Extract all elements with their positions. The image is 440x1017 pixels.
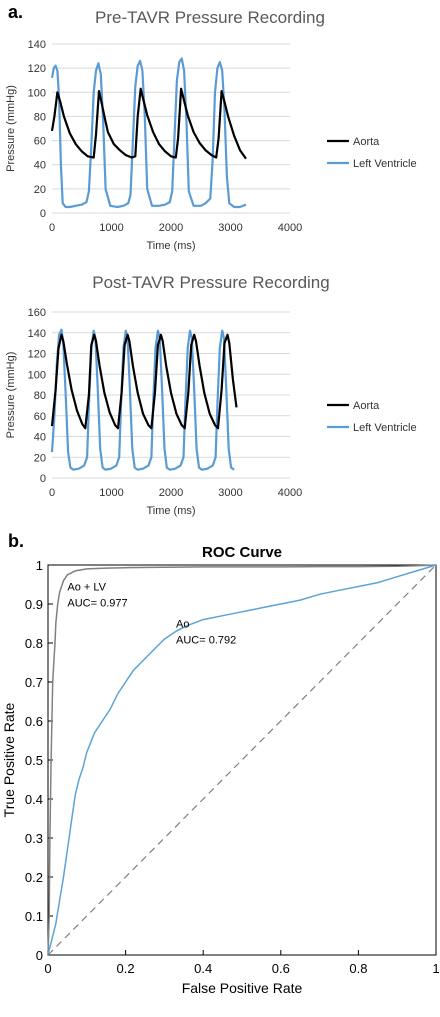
x-tick-label: 0 [49, 222, 55, 234]
annotation-line: Ao [176, 618, 189, 630]
legend-label: Left Ventricle [353, 422, 417, 434]
series-line-aorta [50, 87, 247, 160]
y-tick-label: 0.9 [25, 597, 43, 612]
y-tick-label: 0.3 [25, 831, 43, 846]
series-line-left-ventricle [50, 57, 247, 209]
y-tick-label: 0.2 [25, 870, 43, 885]
y-tick-label: 120 [28, 349, 46, 361]
x-tick-label: 1000 [99, 487, 123, 499]
y-tick-label: 0.1 [25, 909, 43, 924]
panel-a-label: a. [8, 2, 24, 22]
legend-label: Aorta [353, 136, 380, 148]
x-tick-label: 2000 [159, 222, 183, 234]
x-tick-label: 1000 [99, 222, 123, 234]
y-tick-label: 0.8 [25, 636, 43, 651]
y-tick-label: 0.6 [25, 714, 43, 729]
x-tick-label: 0.6 [272, 961, 290, 976]
x-tick-label: 3000 [218, 487, 242, 499]
post-tavr-chart: Post-TAVR Pressure Recording 0 20 40 60 80 100… [5, 273, 417, 517]
y-tick-label: 140 [28, 39, 46, 51]
chance-line [47, 564, 437, 956]
x-tick-label: 0.2 [117, 961, 135, 976]
y-tick-label: 60 [34, 411, 46, 423]
legend-label: Left Ventricle [353, 158, 417, 170]
y-tick-label: 20 [34, 452, 46, 464]
x-tick-label: 2000 [159, 487, 183, 499]
y-tick-label: 1 [36, 558, 43, 573]
annotation-line: AUC= 0.792 [176, 634, 236, 646]
y-tick-label: 80 [34, 390, 46, 402]
pre-tavr-chart: Pre-TAVR Pressure Recording 0 20 40 60 80 100 1… [5, 8, 417, 252]
x-tick-label: 0 [44, 961, 51, 976]
roc-curve-ao-lv [47, 564, 437, 956]
annotation: Ao + LV AUC= 0.977 [67, 581, 127, 609]
y-tick-label: 0 [36, 948, 43, 963]
y-tick-label: 100 [28, 87, 46, 99]
y-tick-label: 100 [28, 369, 46, 381]
y-axis-label: Pressure (mmHg) [5, 352, 17, 439]
y-tick-label: 0 [40, 208, 46, 220]
y-tick-label: 160 [28, 307, 46, 319]
y-tick-label: 0.5 [25, 753, 43, 768]
annotation: Ao AUC= 0.792 [176, 618, 236, 646]
x-tick-label: 3000 [218, 222, 242, 234]
x-axis-label: False Positive Rate [182, 980, 303, 996]
y-tick-label: 140 [28, 328, 46, 340]
roc-chart: ROC Curve 0 0.1 0.2 0.3 0.4 0.5 0.6 0.7 0.8 0.9 1 0 0… [1, 544, 440, 996]
chart-title: ROC Curve [202, 544, 282, 561]
y-tick-label: 40 [34, 160, 46, 172]
y-tick-label: 0.4 [25, 792, 43, 807]
y-tick-label: 80 [34, 111, 46, 123]
x-axis-label: Time (ms) [146, 505, 195, 517]
series-line-left-ventricle [50, 328, 235, 471]
series-line-aorta [50, 333, 238, 430]
y-tick-label: 60 [34, 136, 46, 148]
annotation-line: Ao + LV [67, 581, 106, 593]
y-axis-label: Pressure (mmHg) [5, 85, 17, 172]
legend-label: Aorta [353, 400, 380, 412]
y-tick-label: 0.7 [25, 675, 43, 690]
x-tick-label: 0.8 [349, 961, 367, 976]
y-tick-label: 20 [34, 184, 46, 196]
y-axis-label: True Positive Rate [1, 702, 17, 817]
panel-b-label: b. [8, 531, 24, 551]
x-tick-label: 4000 [278, 487, 302, 499]
x-tick-label: 0.4 [194, 961, 212, 976]
x-tick-label: 4000 [278, 222, 302, 234]
x-tick-label: 0 [49, 487, 55, 499]
annotation-line: AUC= 0.977 [67, 597, 127, 609]
x-tick-label: 1 [432, 961, 439, 976]
roc-curve-ao [47, 564, 437, 956]
plot-frame [47, 564, 437, 956]
chart-title: Post-TAVR Pressure Recording [92, 273, 329, 292]
x-axis-label: Time (ms) [146, 240, 195, 252]
y-tick-label: 40 [34, 432, 46, 444]
y-tick-label: 0 [40, 473, 46, 485]
chart-title: Pre-TAVR Pressure Recording [95, 8, 325, 27]
y-tick-label: 120 [28, 63, 46, 75]
